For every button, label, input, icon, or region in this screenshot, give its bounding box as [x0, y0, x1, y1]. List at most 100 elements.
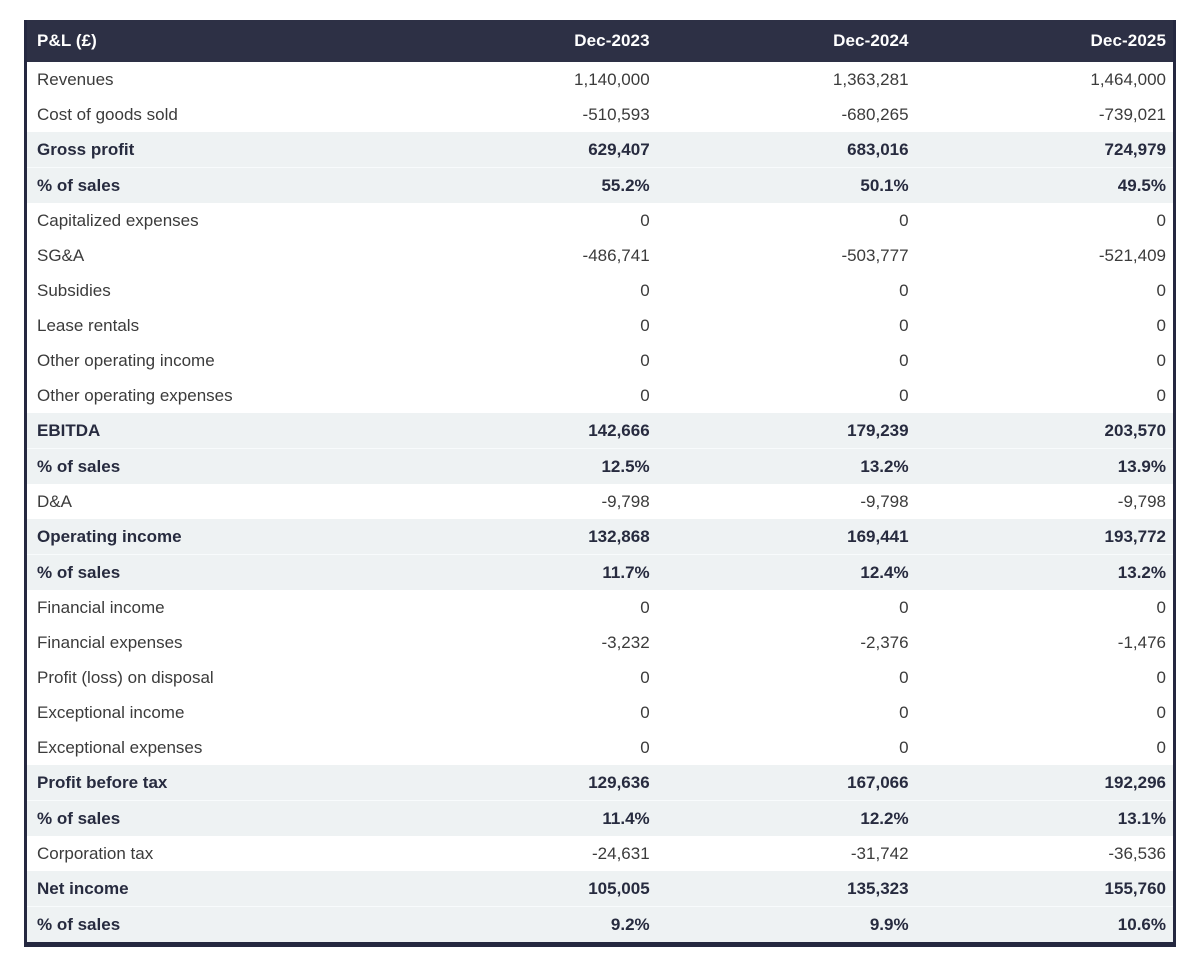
table-row: Lease rentals 0 0 0 — [25, 308, 1175, 343]
cell-value: -9,798 — [656, 484, 916, 519]
table-row: % of sales 12.5% 13.2% 13.9% — [25, 448, 1175, 484]
row-label: Cost of goods sold — [25, 97, 398, 132]
cell-value: -510,593 — [397, 97, 657, 132]
row-label: Net income — [25, 871, 398, 907]
row-label: Exceptional expenses — [25, 730, 398, 765]
cell-value: -36,536 — [915, 836, 1175, 871]
cell-value: 0 — [397, 695, 657, 730]
cell-value: 193,772 — [915, 519, 1175, 555]
table-row: Corporation tax -24,631 -31,742 -36,536 — [25, 836, 1175, 871]
row-label: Profit (loss) on disposal — [25, 660, 398, 695]
cell-value: 13.1% — [915, 800, 1175, 836]
row-label: Financial expenses — [25, 625, 398, 660]
pnl-table-header: P&L (£) Dec-2023 Dec-2024 Dec-2025 — [25, 20, 1175, 62]
cell-value: -521,409 — [915, 238, 1175, 273]
header-cell-dec-2023: Dec-2023 — [397, 20, 657, 62]
cell-value: 129,636 — [397, 765, 657, 801]
table-row: Gross profit 629,407 683,016 724,979 — [25, 132, 1175, 168]
cell-value: 50.1% — [656, 167, 916, 203]
cell-value: 0 — [656, 273, 916, 308]
table-row: Other operating expenses 0 0 0 — [25, 378, 1175, 413]
row-label: Gross profit — [25, 132, 398, 168]
cell-value: 10.6% — [915, 906, 1175, 945]
row-label: Exceptional income — [25, 695, 398, 730]
row-label: % of sales — [25, 167, 398, 203]
row-label: % of sales — [25, 554, 398, 590]
table-row: Capitalized expenses 0 0 0 — [25, 203, 1175, 238]
table-row: Exceptional expenses 0 0 0 — [25, 730, 1175, 765]
row-label: Subsidies — [25, 273, 398, 308]
row-label: Capitalized expenses — [25, 203, 398, 238]
row-label: % of sales — [25, 906, 398, 945]
header-cell-title: P&L (£) — [25, 20, 398, 62]
cell-value: 155,760 — [915, 871, 1175, 907]
cell-value: 55.2% — [397, 167, 657, 203]
table-row: Net income 105,005 135,323 155,760 — [25, 871, 1175, 907]
row-label: Financial income — [25, 590, 398, 625]
table-row: % of sales 11.4% 12.2% 13.1% — [25, 800, 1175, 836]
cell-value: 629,407 — [397, 132, 657, 168]
cell-value: -24,631 — [397, 836, 657, 871]
cell-value: -31,742 — [656, 836, 916, 871]
cell-value: 105,005 — [397, 871, 657, 907]
cell-value: 0 — [915, 590, 1175, 625]
cell-value: 142,666 — [397, 413, 657, 449]
table-row: Other operating income 0 0 0 — [25, 343, 1175, 378]
cell-value: 167,066 — [656, 765, 916, 801]
cell-value: 0 — [915, 695, 1175, 730]
table-row: Exceptional income 0 0 0 — [25, 695, 1175, 730]
table-row: Financial expenses -3,232 -2,376 -1,476 — [25, 625, 1175, 660]
cell-value: 0 — [915, 308, 1175, 343]
cell-value: 0 — [656, 203, 916, 238]
cell-value: 11.7% — [397, 554, 657, 590]
table-row: % of sales 9.2% 9.9% 10.6% — [25, 906, 1175, 945]
row-label: EBITDA — [25, 413, 398, 449]
cell-value: -9,798 — [397, 484, 657, 519]
row-label: D&A — [25, 484, 398, 519]
cell-value: 0 — [397, 378, 657, 413]
row-label: Operating income — [25, 519, 398, 555]
row-label: Revenues — [25, 62, 398, 97]
cell-value: 0 — [915, 203, 1175, 238]
row-label: Profit before tax — [25, 765, 398, 801]
cell-value: 0 — [656, 308, 916, 343]
row-label: Other operating expenses — [25, 378, 398, 413]
cell-value: 9.9% — [656, 906, 916, 945]
cell-value: 49.5% — [915, 167, 1175, 203]
table-row: % of sales 55.2% 50.1% 49.5% — [25, 167, 1175, 203]
cell-value: 0 — [915, 660, 1175, 695]
table-row: Cost of goods sold -510,593 -680,265 -739,0… — [25, 97, 1175, 132]
cell-value: 1,363,281 — [656, 62, 916, 97]
cell-value: 9.2% — [397, 906, 657, 945]
header-row: P&L (£) Dec-2023 Dec-2024 Dec-2025 — [25, 20, 1175, 62]
cell-value: 0 — [915, 273, 1175, 308]
cell-value: 135,323 — [656, 871, 916, 907]
cell-value: 13.2% — [915, 554, 1175, 590]
row-label: SG&A — [25, 238, 398, 273]
cell-value: 0 — [656, 590, 916, 625]
cell-value: 0 — [397, 273, 657, 308]
cell-value: 683,016 — [656, 132, 916, 168]
row-label: % of sales — [25, 448, 398, 484]
cell-value: -3,232 — [397, 625, 657, 660]
table-row: Financial income 0 0 0 — [25, 590, 1175, 625]
cell-value: 0 — [397, 730, 657, 765]
cell-value: 0 — [397, 590, 657, 625]
cell-value: 0 — [397, 660, 657, 695]
cell-value: -1,476 — [915, 625, 1175, 660]
row-label: Other operating income — [25, 343, 398, 378]
cell-value: 13.2% — [656, 448, 916, 484]
cell-value: 0 — [397, 203, 657, 238]
cell-value: 0 — [397, 343, 657, 378]
cell-value: 0 — [656, 343, 916, 378]
row-label: % of sales — [25, 800, 398, 836]
cell-value: 0 — [915, 343, 1175, 378]
cell-value: 724,979 — [915, 132, 1175, 168]
cell-value: 179,239 — [656, 413, 916, 449]
table-row: Operating income 132,868 169,441 193,772 — [25, 519, 1175, 555]
cell-value: 169,441 — [656, 519, 916, 555]
table-row: Profit before tax 129,636 167,066 192,296 — [25, 765, 1175, 801]
table-row: EBITDA 142,666 179,239 203,570 — [25, 413, 1175, 449]
cell-value: 12.5% — [397, 448, 657, 484]
cell-value: 0 — [656, 695, 916, 730]
